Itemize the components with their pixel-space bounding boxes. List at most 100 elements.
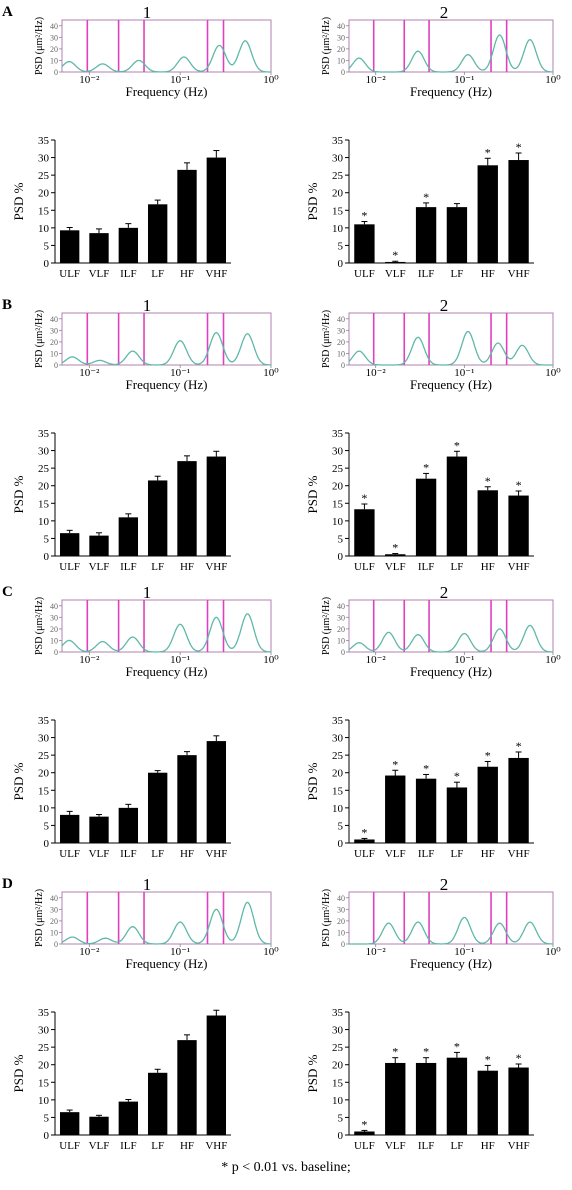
bar-y-tick-label: 20 <box>332 481 344 493</box>
spectrum-y-axis-title: PSD (μm²/Hz) <box>321 889 332 947</box>
significance-asterisk: * <box>516 739 522 753</box>
bar-category-label: ILF <box>120 561 137 573</box>
spectrum-x-tick-label: 10⁻² <box>366 74 387 86</box>
spectrum-y-tick-label: 40 <box>337 602 345 611</box>
bar-category-label: ILF <box>418 1140 435 1152</box>
spectrum-x-axis-title: Frequency (Hz) <box>410 377 492 392</box>
spectrum-x-tick-label: 10⁰ <box>545 367 561 379</box>
bar-category-label: LF <box>151 268 164 280</box>
bar <box>59 814 80 843</box>
bar-y-tick-label: 0 <box>338 258 344 270</box>
spectrum-y-tick-label: 20 <box>337 338 345 347</box>
bar-y-tick-label: 0 <box>44 551 50 563</box>
bar-category-label: VLF <box>89 848 110 860</box>
bar-y-tick-label: 15 <box>38 205 50 217</box>
bar-category-label: ULF <box>354 561 375 573</box>
bar-y-tick-label: 15 <box>38 1077 50 1089</box>
bar <box>508 757 529 843</box>
bar-y-tick-label: 35 <box>38 428 50 440</box>
bar-category-label: LF <box>151 848 164 860</box>
bar-y-tick-label: 15 <box>332 205 344 217</box>
column-number: 1 <box>143 875 152 894</box>
bar-y-tick-label: 25 <box>38 750 50 762</box>
spectrum-x-tick-label: 10⁰ <box>263 946 279 958</box>
bar <box>177 461 197 556</box>
spectrum-x-tick-label: 10⁻² <box>79 946 100 958</box>
bar-category-label: LF <box>450 848 463 860</box>
spectrum-x-axis-title: Frequency (Hz) <box>410 956 492 971</box>
spectrum-x-axis-title: Frequency (Hz) <box>410 664 492 679</box>
bar-category-label: ILF <box>418 561 435 573</box>
column-number: 2 <box>440 3 449 22</box>
bar <box>147 772 168 843</box>
spectrum-y-tick-label: 40 <box>50 22 58 31</box>
bar-y-tick-label: 5 <box>338 240 344 252</box>
spectrum-y-tick-label: 0 <box>54 68 58 77</box>
bar <box>59 1112 80 1135</box>
significance-asterisk: * <box>485 474 491 488</box>
spectrum-frame <box>348 312 554 366</box>
column-number: 2 <box>440 296 449 315</box>
spectrum-y-tick-label: 20 <box>337 625 345 634</box>
bar-y-tick-label: 10 <box>38 803 50 815</box>
bar <box>89 816 109 843</box>
column-number: 1 <box>143 296 152 315</box>
bar-y-tick-label: 35 <box>38 1007 50 1019</box>
bar <box>385 775 406 843</box>
spectrum-y-tick-label: 30 <box>50 613 58 622</box>
bar-category-label: ILF <box>120 848 137 860</box>
significance-asterisk: * <box>392 1045 398 1059</box>
spectrum-x-tick-label: 10⁰ <box>263 367 279 379</box>
spectrum-y-tick-label: 0 <box>54 940 58 949</box>
bar-y-tick-label: 10 <box>332 803 344 815</box>
spectrum-y-tick-label: 20 <box>337 45 345 54</box>
bar-y-tick-label: 5 <box>44 240 50 252</box>
bar-category-label: VLF <box>89 561 110 573</box>
spectrum-line <box>348 624 553 653</box>
spectrum-y-tick-label: 10 <box>337 349 345 358</box>
spectrum-x-tick-label: 10⁻² <box>366 367 387 379</box>
bar-y-axis-title: PSD % <box>305 762 320 800</box>
bar-category-label: HF <box>481 561 495 573</box>
bar-y-tick-label: 30 <box>332 733 344 745</box>
significance-asterisk: * <box>516 1051 522 1065</box>
spectrum-y-tick-label: 40 <box>337 315 345 324</box>
bar-y-tick-label: 0 <box>338 1130 344 1142</box>
bar-y-tick-label: 35 <box>332 428 344 440</box>
bar <box>177 169 197 263</box>
bar <box>206 157 227 263</box>
spectrum-x-tick-label: 10⁻¹ <box>170 74 190 86</box>
bar-category-label: VLF <box>89 1140 110 1152</box>
bar-category-label: HF <box>481 268 495 280</box>
bar-y-tick-label: 25 <box>332 463 344 475</box>
bar-category-label: ULF <box>354 848 375 860</box>
bar-category-label: VHF <box>508 561 530 573</box>
bar-y-tick-label: 0 <box>338 551 344 563</box>
bar-y-tick-label: 30 <box>38 446 50 458</box>
bar-y-axis-title: PSD % <box>11 475 26 513</box>
spectrum-x-axis-title: Frequency (Hz) <box>410 84 492 99</box>
spectrum-y-tick-label: 20 <box>50 45 58 54</box>
bar-category-label: LF <box>151 561 164 573</box>
spectrum-x-axis-title: Frequency (Hz) <box>126 956 208 971</box>
bar-y-tick-label: 10 <box>38 516 50 528</box>
spectrum-x-tick-label: 10⁻² <box>79 74 100 86</box>
bar-category-label: VHF <box>205 848 227 860</box>
bar-y-tick-label: 20 <box>38 481 50 493</box>
spectrum-y-tick-label: 20 <box>50 625 58 634</box>
bar <box>59 533 80 556</box>
bar-y-tick-label: 30 <box>38 153 50 165</box>
column-number: 2 <box>440 583 449 602</box>
significance-asterisk: * <box>361 825 367 839</box>
spectrum-y-tick-label: 30 <box>50 905 58 914</box>
spectrum-y-tick-label: 30 <box>337 905 345 914</box>
spectrum-y-tick-label: 0 <box>341 940 345 949</box>
bar <box>59 230 80 263</box>
bar <box>385 554 406 556</box>
bar-y-tick-label: 0 <box>338 838 344 850</box>
bar-y-tick-label: 35 <box>332 1007 344 1019</box>
bar-y-tick-label: 35 <box>332 135 344 147</box>
bar-y-tick-label: 15 <box>332 498 344 510</box>
spectrum-line <box>61 613 272 653</box>
